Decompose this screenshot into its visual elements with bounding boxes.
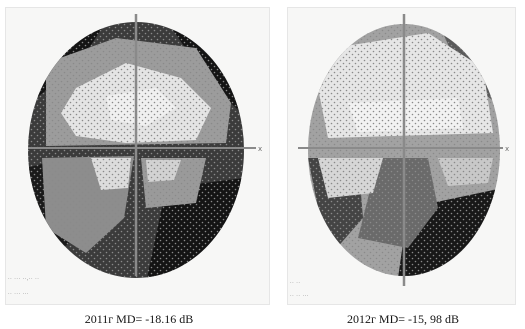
gray-scale-regions [308,24,500,276]
visual-field-panel-2011: x ·· ··· ··,·· ·· ·· ··· ··· [5,7,270,305]
visual-field-map-2011: x [28,14,262,278]
axis-label: x [505,145,509,153]
gray-scale-regions [28,22,244,278]
corner-legend-line-1: ·· ·· [290,280,301,286]
axis-label: x [258,145,262,153]
corner-legend-line-2: ·· ··· ··· [8,291,29,297]
caption-2011: 2011г MD= -18.16 dB [84,312,194,326]
visual-field-map-2012: x [298,14,509,286]
corner-legend-line-2: ·· ·· ··· [290,293,309,299]
visual-field-panel-2012: x ·· ·· ·· ·· ··· [287,7,516,305]
caption-2012: 2012г MD= -15, 98 dB [346,312,460,326]
corner-legend-line-1: ·· ··· ··,·· ·· [8,276,40,282]
